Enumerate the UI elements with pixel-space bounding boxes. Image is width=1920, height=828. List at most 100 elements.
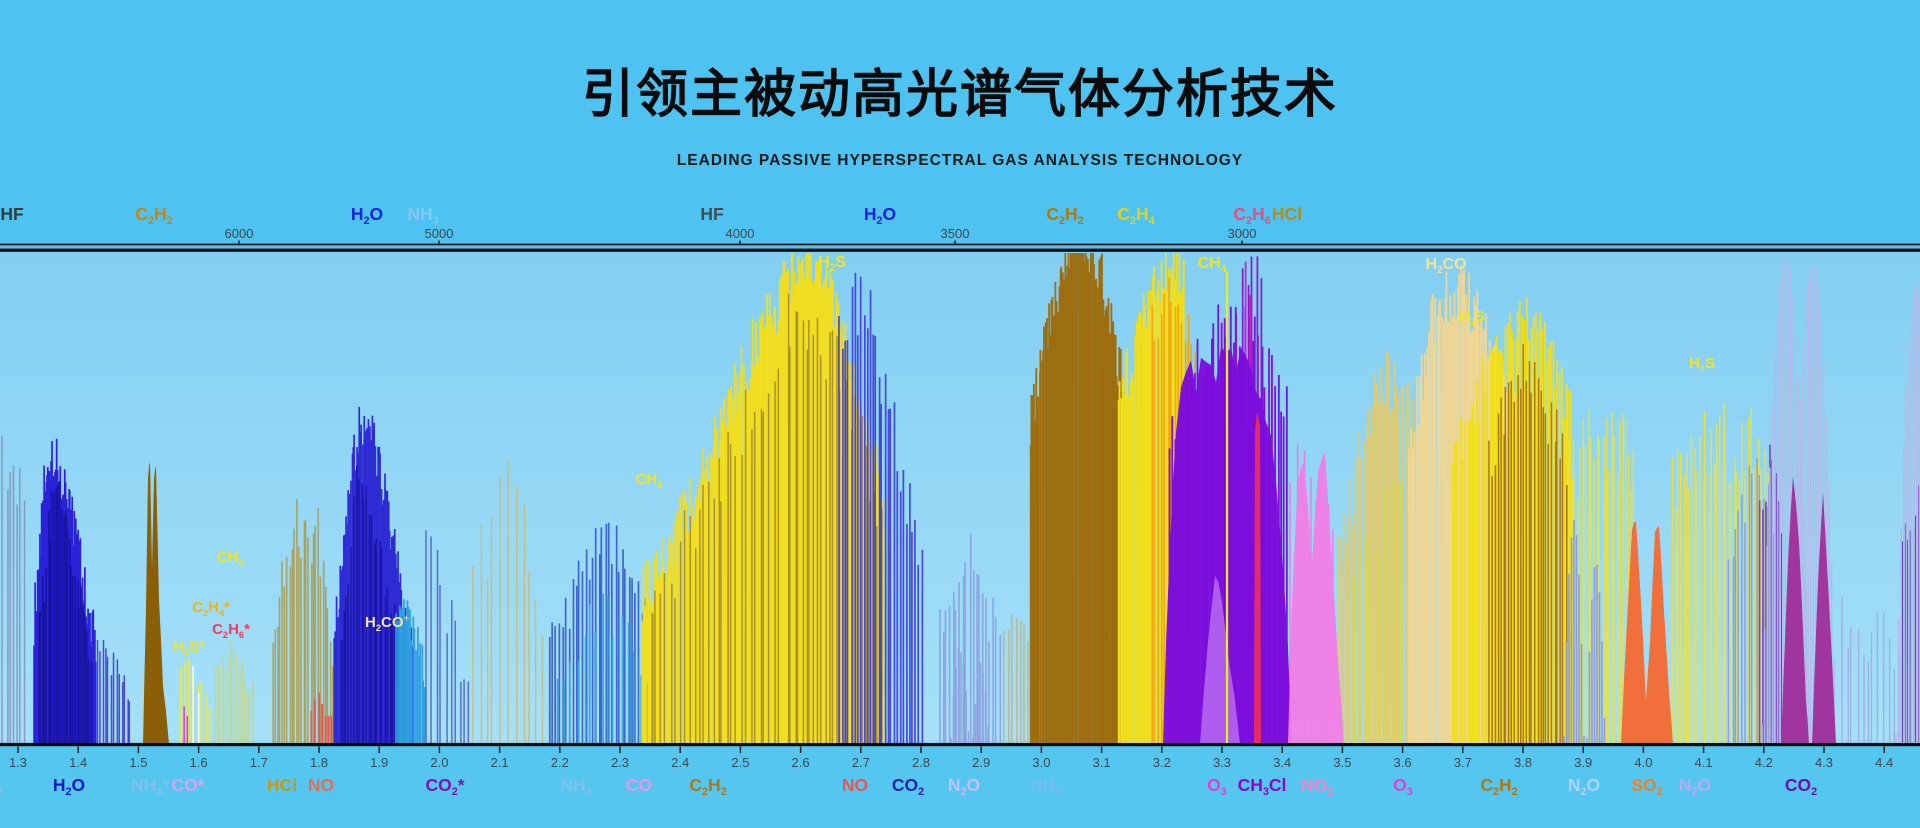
top-axis-line-thin [0, 243, 1920, 246]
bottom-tick-label: 4.2 [1755, 755, 1773, 770]
bottom-tick-label: 4.1 [1695, 755, 1713, 770]
blob-c2h2-1.52-brown-blob [143, 462, 169, 744]
solid-blobs [143, 347, 1836, 744]
bottom-axis-line [0, 743, 1920, 747]
top-gas-label-HF: HF [0, 204, 24, 224]
top-gas-label-HCl: HCl [1272, 204, 1302, 224]
bottom-gas-label-O2: O2 [0, 775, 2, 798]
bottom-gas-label-NO2: NO2 [1301, 775, 1333, 798]
plot-label-H2S: H2S [818, 254, 846, 274]
bottom-tick-label: 3.2 [1153, 755, 1171, 770]
top-tick-label: 5000 [425, 226, 454, 241]
blob-violet-3.28-inner [1200, 576, 1240, 744]
plot-label-CH4: CH4 [636, 471, 664, 490]
top-gas-label-HF: HF [700, 204, 724, 224]
plot-label-H2S: H2S [1459, 308, 1485, 327]
top-tick-label: 3500 [941, 226, 970, 241]
bottom-tick-label: 1.3 [9, 755, 27, 770]
plot-label-H2CO: H2CO+ [365, 613, 410, 633]
top-gas-label-C2H2: C2H2 [1046, 204, 1083, 227]
bottom-gas-label-O3: O3 [1393, 775, 1413, 798]
bottom-tick-label: 1.9 [370, 755, 388, 770]
bottom-tick-label: 4.3 [1815, 755, 1833, 770]
bottom-gas-label-CO2: CO2* [425, 775, 464, 798]
bottom-tick-label: 1.5 [129, 755, 147, 770]
bottom-tick-label: 2.0 [430, 755, 448, 770]
bottom-tick-label: 3.7 [1454, 755, 1472, 770]
band-blue-2.0 [425, 530, 470, 744]
axes [0, 243, 1920, 747]
bottom-tick-label: 1.4 [69, 755, 87, 770]
band-co2-2.7-blue [838, 272, 924, 744]
dome-n2o-2.9-dome-a [950, 648, 970, 744]
top-gas-label-NH3: NH3 [407, 204, 438, 227]
band-yellow-1.6 [180, 659, 211, 744]
bottom-tick-label: 2.2 [551, 755, 569, 770]
plot-label-C2H6: C2H6* [212, 621, 250, 640]
plot-label-C2H4: C2H4* [192, 599, 230, 618]
band-dodger-1.95 [395, 599, 426, 744]
blob-so2-4.03-orange-b [1643, 526, 1673, 744]
bottom-gas-label-O3: O3 [1207, 775, 1227, 798]
bottom-tick-label: 2.9 [972, 755, 990, 770]
bottom-tick-label: 3.9 [1574, 755, 1592, 770]
plot-label-H2S: H2S [1689, 355, 1715, 374]
band-edge-left-gray [1, 435, 26, 744]
band-magenta-1.6 [183, 706, 189, 744]
bottom-tick-label: 3.1 [1093, 755, 1111, 770]
bottom-gas-label-CH3Cl: CH3Cl [1238, 775, 1287, 798]
band-sage-1.65 [214, 639, 255, 744]
bottom-gas-label-C2H2: C2H2 [689, 775, 726, 798]
band-nh3-2.25-cyan [556, 593, 649, 744]
band-no2-3.45-yellowgreen [1353, 465, 1411, 744]
bottom-gas-label-N2O: N2O [1568, 775, 1600, 798]
bottom-gas-label-CO: CO [626, 775, 652, 795]
bottom-tick-label: 3.5 [1333, 755, 1351, 770]
bottom-gas-label-NH3: NH3 [560, 775, 591, 798]
bottom-tick-label: 2.3 [611, 755, 629, 770]
top-tick-label: 3000 [1228, 226, 1257, 241]
bottom-gas-label-C2H2: C2H2 [1480, 775, 1517, 798]
band-nh3-3.0-brown [1029, 253, 1128, 744]
bottom-tick-label: 3.6 [1394, 755, 1412, 770]
plot-label-CH4: CH4 [217, 549, 245, 568]
bottom-tick-label: 3.4 [1273, 755, 1291, 770]
plot-label-H2CO: H2CO [1425, 256, 1466, 276]
bottom-tick-label: 1.6 [190, 755, 208, 770]
dome-peri-3.9-dome-a [1563, 519, 1585, 744]
bottom-tick-label: 2.5 [731, 755, 749, 770]
bottom-tick-label: 2.7 [852, 755, 870, 770]
band-cream-2.1 [472, 459, 544, 744]
top-axis-line [0, 248, 1920, 252]
plot-label-CH4: CH4 [1198, 255, 1227, 275]
page-title: 引领主被动高光谱气体分析技术 [581, 66, 1338, 124]
band-n2o-2.9-periwinkle [939, 533, 1002, 744]
top-gas-label-H2O: H2O [351, 204, 383, 227]
plot-label-H2S: H2S* [173, 638, 205, 657]
blob-ch3cl-3.4-pink-blob [1288, 452, 1344, 744]
bottom-tick-label: 2.6 [792, 755, 810, 770]
bottom-tick-label: 1.7 [250, 755, 268, 770]
bottom-gas-label-CO2: CO2 [892, 775, 924, 798]
bottom-gas-label-CO2: CO2 [1785, 775, 1817, 798]
top-gas-label-H2O: H2O [864, 204, 896, 227]
bottom-tick-label: 2.1 [491, 755, 509, 770]
blob-magenta-4.27-dome-b [1812, 492, 1836, 744]
top-axis-ticks: 6000 5000 4000 3500 3000 [225, 226, 1257, 245]
bottom-tick-label: 4.4 [1875, 755, 1893, 770]
band-khaki-1.78 [272, 499, 334, 744]
dome-co2-4.45-lavender-c [1895, 286, 1920, 744]
bottom-tick-label: 4.0 [1634, 755, 1652, 770]
dome-peri-3.9-dome-b [1586, 564, 1606, 744]
band-tan-2.95 [1002, 614, 1029, 744]
band-purple-4.1 [1758, 444, 1783, 744]
bottom-gas-label-N2O: N2O [948, 775, 980, 798]
bottom-tick-label: 3.0 [1032, 755, 1050, 770]
bottom-gas-label-NH3: NH3 [1030, 775, 1061, 798]
band-white-1.6 [192, 665, 200, 744]
gas-labels-top: HF C2H2 H2O NH3 HF H2O C2H2 C2H4 C2H6 HCl [0, 204, 1302, 227]
bottom-gas-label-H2O: H2O [53, 775, 85, 798]
dome-n2o-2.9-dome-b [972, 662, 989, 744]
